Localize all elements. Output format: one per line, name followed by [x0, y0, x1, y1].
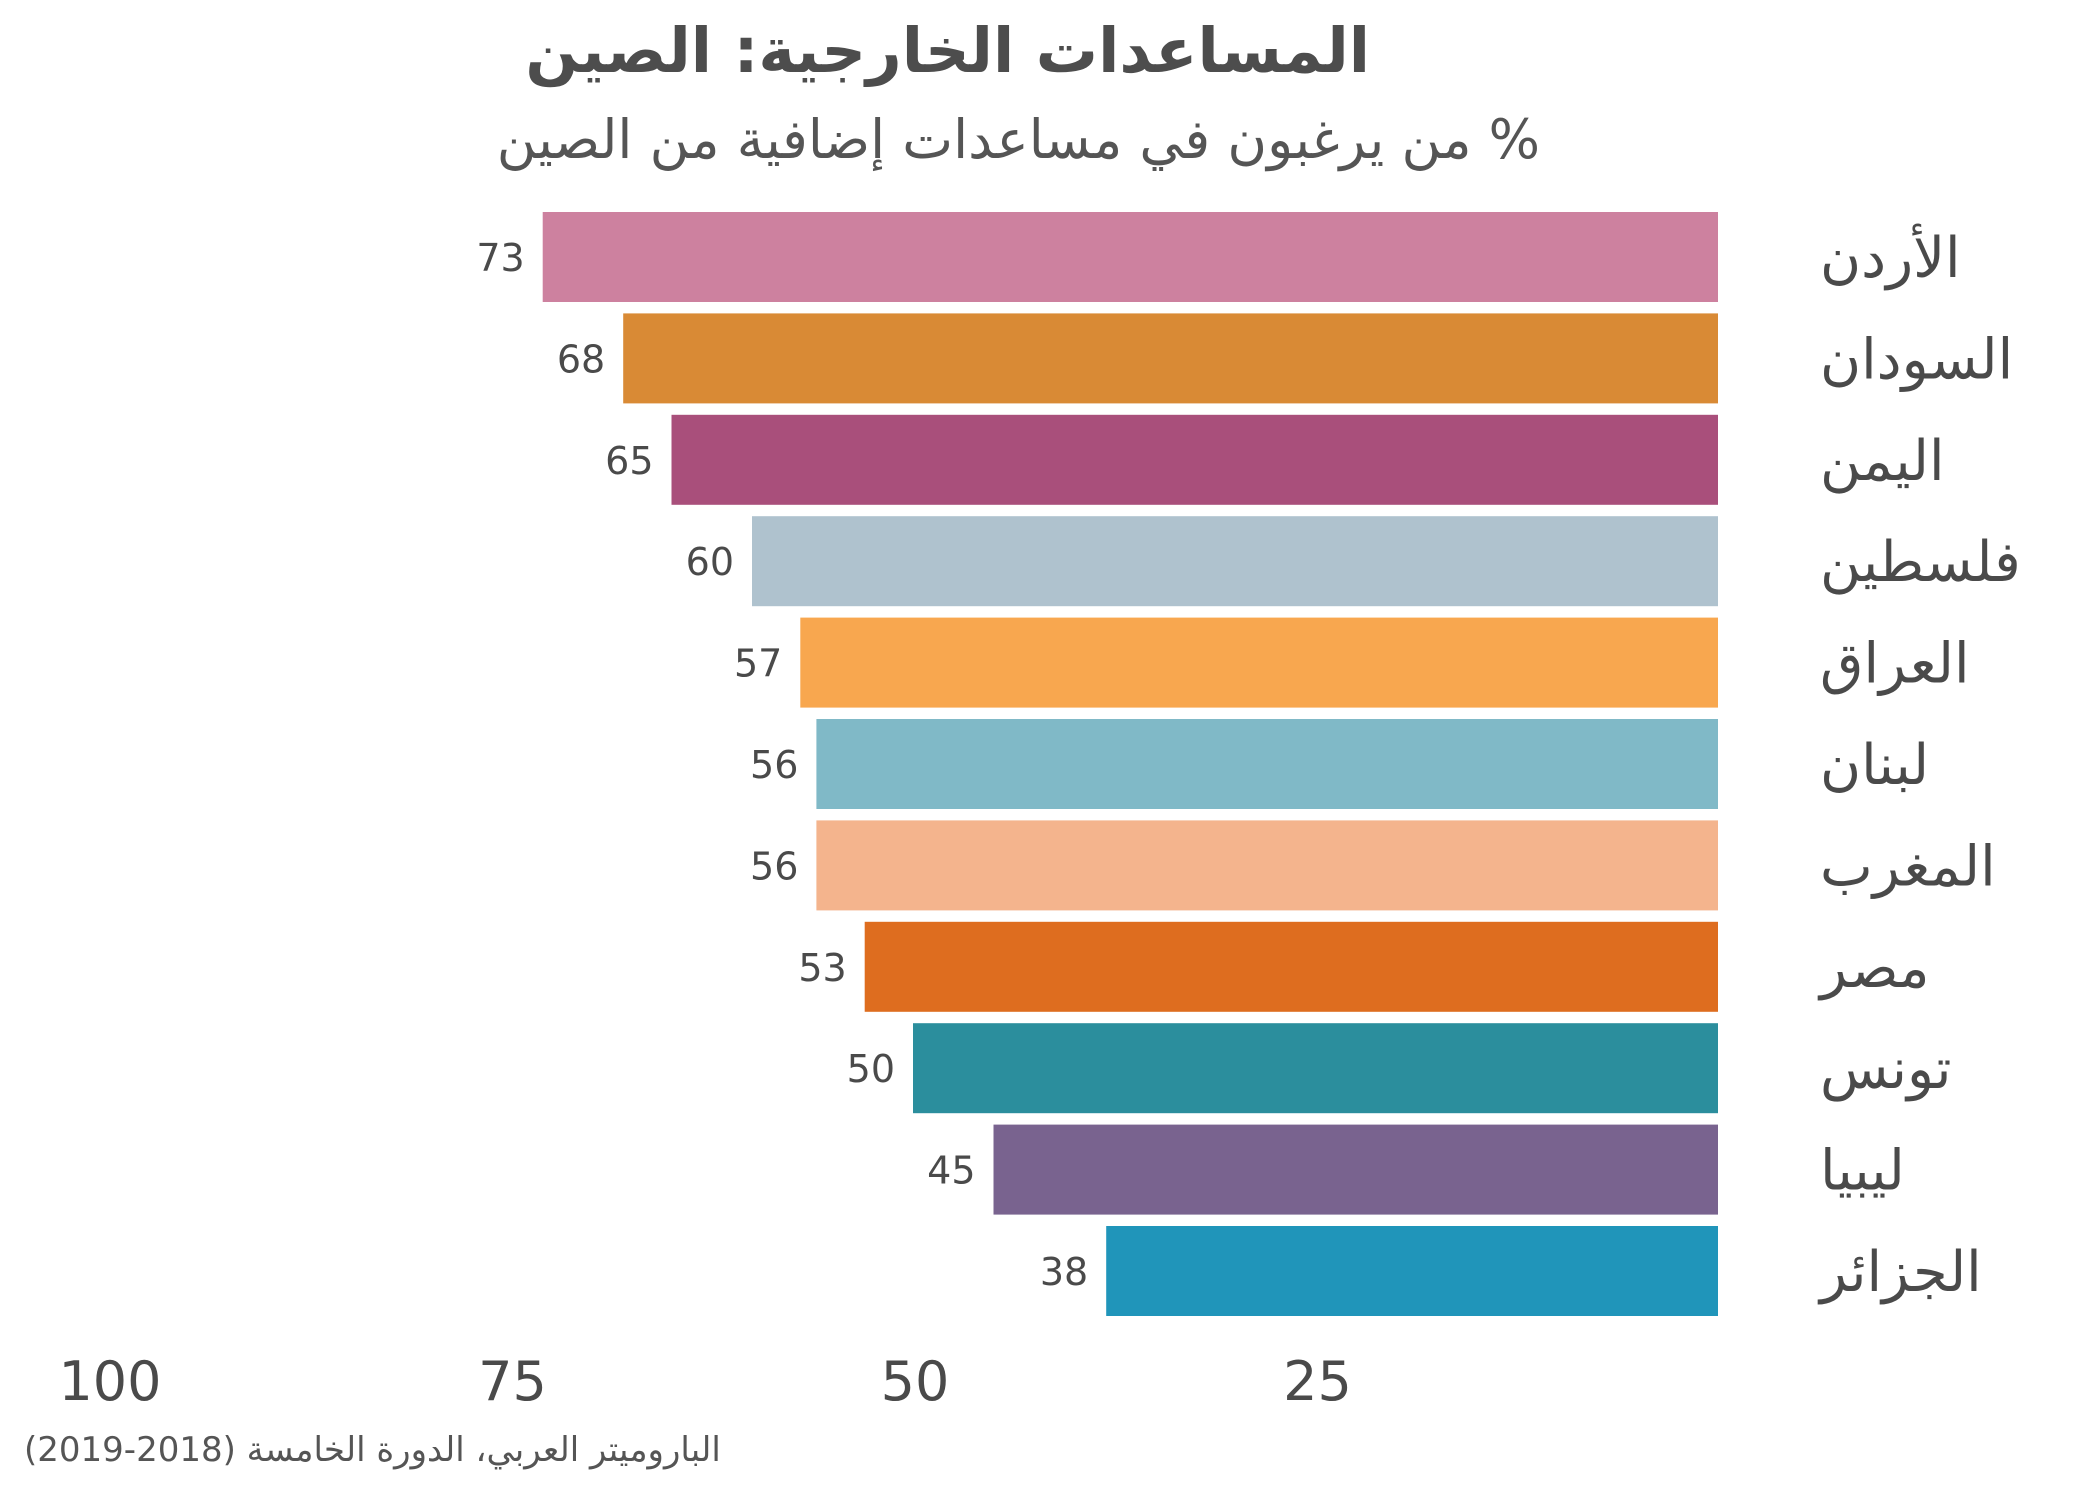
bar-3 [671, 414, 1718, 505]
value-label-2: 68 [557, 337, 605, 381]
category-label-3: اليمن [1820, 429, 1945, 494]
category-labels-group: الأردن السودان اليمن فلسطين العراق لبنان المغر… [1817, 223, 2021, 1305]
category-label-9: تونس [1820, 1037, 1952, 1102]
category-label-8: مصر [1817, 936, 1929, 1001]
value-label-6: 56 [750, 743, 798, 787]
value-label-4: 60 [686, 540, 734, 584]
bar-11 [1106, 1226, 1718, 1316]
bar-9 [913, 1023, 1718, 1114]
bar-4 [752, 516, 1718, 607]
x-tick-label-50: 50 [881, 1350, 950, 1413]
bars-group [542, 212, 1719, 1316]
bar-5 [800, 617, 1718, 708]
x-tick-label-25: 25 [1283, 1350, 1352, 1413]
x-tick-label-75: 75 [478, 1350, 547, 1413]
value-label-1: 73 [476, 236, 524, 280]
value-label-7: 56 [750, 844, 798, 888]
value-label-3: 65 [605, 439, 653, 483]
bar-1 [542, 212, 1719, 302]
bar-10 [993, 1124, 1718, 1215]
category-label-10: ليبيا [1820, 1139, 1905, 1204]
category-label-2: السودان [1820, 327, 2013, 392]
category-label-7: المغرب [1820, 834, 1996, 899]
category-label-1: الأردن [1820, 223, 1961, 291]
bar-2 [623, 313, 1719, 404]
category-label-6: لبنان [1820, 733, 1929, 798]
chart-source: الباروميتر العربي، الدورة الخامسة (2018-… [24, 1430, 721, 1470]
value-label-5: 57 [734, 642, 782, 686]
category-label-11: الجزائر [1817, 1240, 1982, 1305]
value-label-10: 45 [927, 1149, 975, 1193]
category-label-4: فلسطين [1820, 530, 2021, 595]
category-label-5: العراق [1820, 632, 1970, 697]
x-axis-ticks: 100 75 50 25 [58, 1350, 1351, 1413]
bar-6 [816, 719, 1718, 809]
value-labels-group: 73 68 65 60 57 56 56 53 50 45 38 [476, 236, 1088, 1294]
x-tick-label-100: 100 [58, 1350, 161, 1413]
value-label-11: 38 [1040, 1250, 1088, 1294]
value-label-9: 50 [847, 1047, 895, 1091]
bar-8 [864, 921, 1718, 1012]
bar-7 [816, 820, 1718, 911]
chart-subtitle: % من يرغبون في مساعدات إضافية من الصين [496, 108, 1540, 171]
value-label-8: 53 [798, 946, 846, 990]
chart-title: المساعدات الخارجية: الصين [525, 14, 1370, 87]
